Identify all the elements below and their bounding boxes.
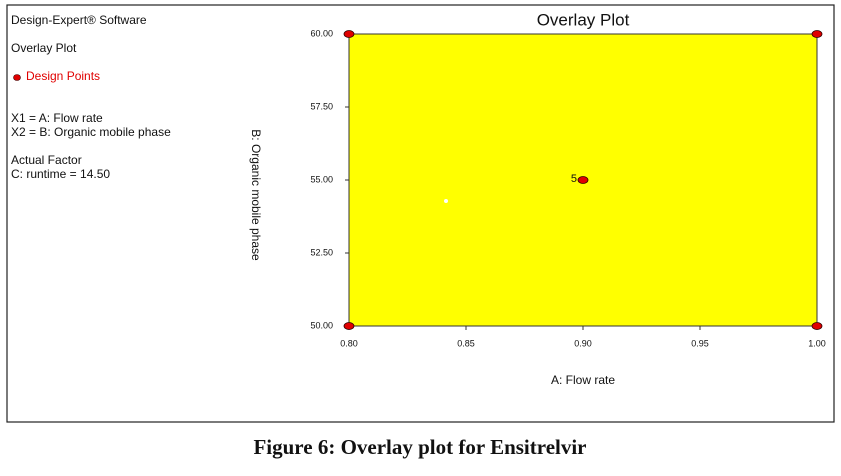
actual-factor-heading: Actual Factor [11, 153, 82, 167]
design-point [343, 30, 355, 38]
design-point [811, 30, 823, 38]
x-tick-label: 1.00 [808, 338, 826, 348]
chart-title: Overlay Plot [537, 10, 630, 29]
y-tick-label: 50.00 [310, 320, 333, 330]
plot-name: Overlay Plot [11, 41, 77, 55]
x-tick-label: 0.90 [574, 338, 592, 348]
factor-line: X1 = A: Flow rate [11, 111, 103, 125]
y-tick-label: 55.00 [310, 174, 333, 184]
software-name: Design-Expert® Software [11, 13, 147, 27]
y-axis-label: B: Organic mobile phase [249, 129, 263, 261]
design-point [577, 176, 589, 184]
design-point [811, 322, 823, 330]
x-axis-label: A: Flow rate [551, 373, 615, 387]
figure-caption: Figure 6: Overlay plot for Ensitrelvir [253, 435, 586, 459]
actual-factor: C: runtime = 14.50 [11, 167, 110, 181]
y-tick-label: 57.50 [310, 101, 333, 111]
x-tick-label: 0.95 [691, 338, 709, 348]
factor-line: X2 = B: Organic mobile phase [11, 125, 171, 139]
legend-label: Design Points [26, 69, 100, 83]
x-tick-label: 0.80 [340, 338, 358, 348]
point-count-label: 5 [571, 173, 577, 185]
y-tick-label: 52.50 [310, 247, 333, 257]
design-point [343, 322, 355, 330]
flag-marker [444, 199, 448, 203]
y-tick-label: 60.00 [310, 28, 333, 38]
legend-marker [13, 74, 21, 81]
x-tick-label: 0.85 [457, 338, 475, 348]
